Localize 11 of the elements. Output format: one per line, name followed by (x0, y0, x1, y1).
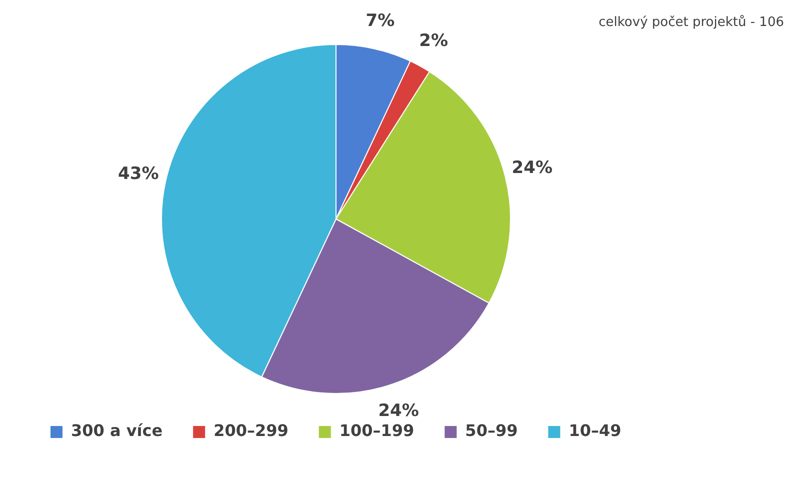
legend-label: 300 a více (71, 421, 163, 440)
text: celkový počet projektů - 106 (598, 14, 784, 30)
data-label: 24% (512, 158, 552, 178)
legend-label: 200–299 (214, 421, 288, 440)
data-label: 2% (419, 30, 448, 51)
legend-label: 100–199 (339, 421, 414, 440)
legend-label: 10–49 (568, 421, 622, 440)
data-label: 43% (118, 164, 159, 184)
legend-label: 50–99 (465, 421, 518, 440)
data-label: 24% (378, 401, 419, 422)
data-label: 7% (366, 10, 395, 31)
